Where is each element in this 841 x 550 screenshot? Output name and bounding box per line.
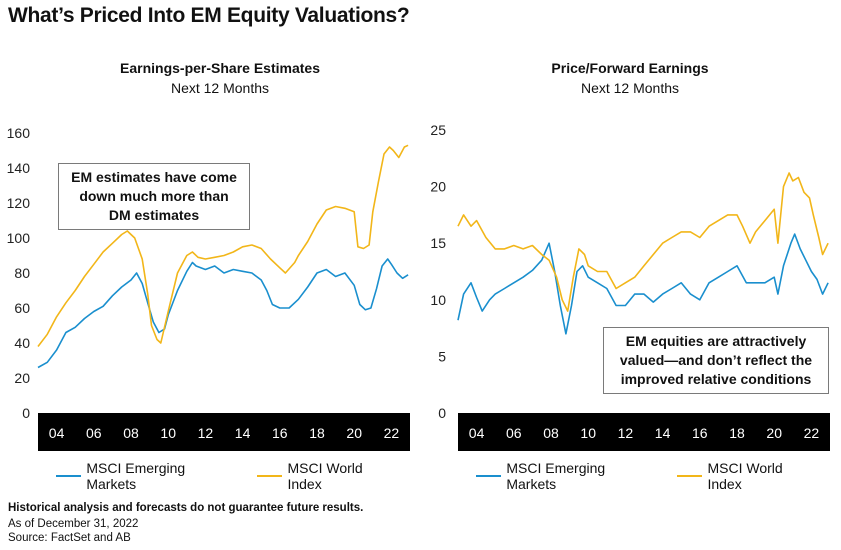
pe-chart-subtitle: Next 12 Months — [580, 80, 680, 96]
legend-swatch-world — [677, 475, 703, 477]
pe-xtick-label: 12 — [618, 425, 634, 441]
eps-ytick-label: 0 — [22, 405, 30, 421]
eps-chart-svg: 0 20 40 60 80 100 120 140 160 04 06 08 10 12 14 16 18 20 2… — [7, 125, 410, 451]
footer-as-of: As of December 31, 2022 — [8, 518, 139, 530]
pe-series-line-em — [457, 233, 829, 335]
eps-xtick-label: 12 — [198, 425, 214, 441]
eps-ytick-label: 20 — [14, 370, 30, 386]
pe-chart-panel: Price/Forward Earnings Next 12 Months 0 5… — [420, 0, 840, 500]
pe-ytick-label: 0 — [438, 405, 446, 421]
legend-label-world: MSCI World Index — [287, 460, 363, 492]
eps-series-line-em — [37, 258, 409, 369]
pe-series-line-world — [457, 172, 829, 312]
pe-chart-title: Price/Forward Earnings — [551, 60, 709, 76]
pe-chart-svg: 0 5 10 15 20 25 04 06 08 10 12 14 16 18 20 22 — [430, 122, 830, 451]
legend-swatch-em — [56, 475, 82, 477]
pe-ytick-label: 20 — [430, 179, 446, 195]
eps-series-line-world — [37, 144, 409, 347]
eps-ytick-label: 80 — [14, 265, 30, 281]
eps-xtick-label: 20 — [346, 425, 362, 441]
pe-ytick-label: 15 — [430, 235, 446, 251]
eps-chart-title: Earnings-per-Share Estimates — [120, 60, 320, 76]
eps-xtick-label: 16 — [272, 425, 288, 441]
eps-ytick-label: 40 — [14, 335, 30, 351]
eps-xtick-label: 04 — [49, 425, 65, 441]
pe-xtick-label: 08 — [543, 425, 559, 441]
pe-xtick-label: 10 — [580, 425, 596, 441]
eps-ytick-label: 160 — [7, 125, 31, 141]
eps-ytick-label: 140 — [7, 160, 31, 176]
pe-xtick-label: 04 — [469, 425, 485, 441]
legend-label-em: MSCI Emerging Markets — [506, 460, 606, 492]
eps-chart-subtitle: Next 12 Months — [170, 80, 270, 96]
legend-item-em: MSCI Emerging Markets — [476, 460, 655, 492]
pe-callout: EM equities are attractively valued—and … — [603, 327, 829, 394]
eps-xtick-label: 18 — [309, 425, 325, 441]
eps-callout: EM estimates have come down much more th… — [58, 163, 250, 230]
pe-xtick-label: 18 — [729, 425, 745, 441]
eps-ytick-label: 60 — [14, 300, 30, 316]
footer-disclaimer: Historical analysis and forecasts do not… — [8, 502, 364, 514]
pe-x-axis-band — [458, 413, 830, 451]
eps-ytick-label: 120 — [7, 195, 31, 211]
main-title: What’s Priced Into EM Equity Valuations? — [8, 4, 410, 27]
legend-label-world: MSCI World Index — [707, 460, 783, 492]
pe-xtick-label: 14 — [655, 425, 671, 441]
pe-ytick-label: 10 — [430, 292, 446, 308]
legend-item-world: MSCI World Index — [677, 460, 818, 492]
eps-xtick-label: 10 — [160, 425, 176, 441]
pe-xtick-label: 16 — [692, 425, 708, 441]
pe-ytick-label: 5 — [438, 348, 446, 364]
eps-xtick-label: 06 — [86, 425, 102, 441]
legend-label-em: MSCI Emerging Markets — [86, 460, 186, 492]
pe-xtick-label: 06 — [506, 425, 522, 441]
pe-xtick-label: 20 — [766, 425, 782, 441]
eps-legend: MSCI Emerging Markets MSCI World Index — [56, 460, 420, 492]
legend-item-world: MSCI World Index — [257, 460, 398, 492]
eps-xtick-label: 22 — [384, 425, 400, 441]
eps-x-axis-band — [38, 413, 410, 451]
footer-source: Source: FactSet and AB — [8, 532, 131, 544]
eps-xtick-label: 14 — [235, 425, 251, 441]
eps-chart-panel: Earnings-per-Share Estimates Next 12 Mon… — [0, 0, 420, 500]
legend-swatch-world — [257, 475, 283, 477]
eps-xtick-label: 08 — [123, 425, 139, 441]
eps-ytick-label: 100 — [7, 230, 31, 246]
legend-item-em: MSCI Emerging Markets — [56, 460, 235, 492]
legend-swatch-em — [476, 475, 502, 477]
pe-legend: MSCI Emerging Markets MSCI World Index — [476, 460, 840, 492]
pe-ytick-label: 25 — [430, 122, 446, 138]
pe-xtick-label: 22 — [804, 425, 820, 441]
